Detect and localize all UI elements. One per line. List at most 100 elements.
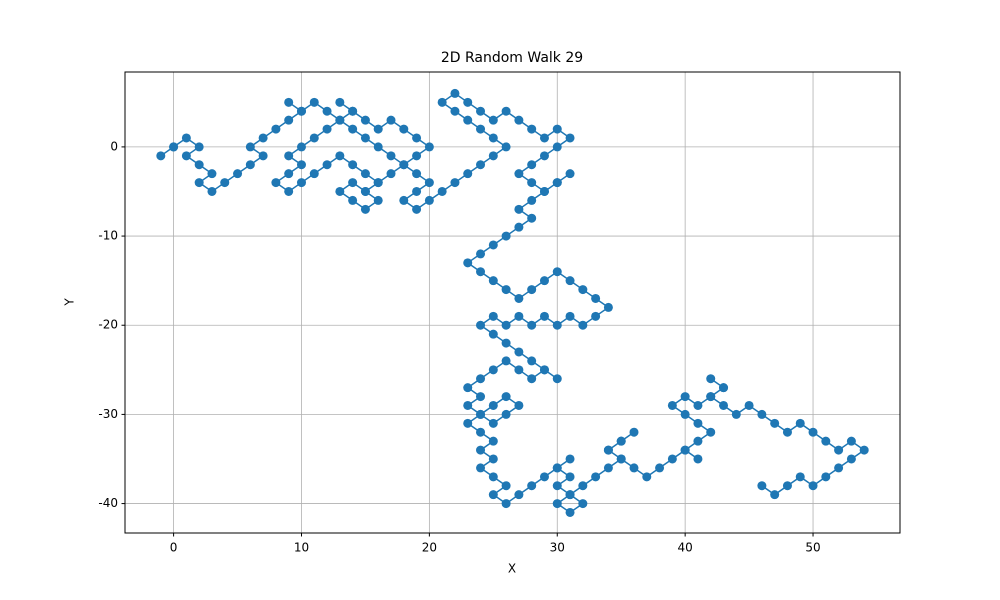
walk-point (680, 445, 690, 455)
walk-point (284, 169, 294, 179)
walk-point (552, 463, 562, 473)
walk-point (373, 195, 383, 205)
walk-point (591, 472, 601, 482)
walk-point (194, 142, 204, 152)
walk-point (501, 338, 511, 348)
walk-point (795, 472, 805, 482)
walk-point (476, 427, 486, 437)
walk-point (616, 454, 626, 464)
walk-point (527, 320, 537, 330)
walk-point (488, 311, 498, 321)
walk-point (476, 160, 486, 170)
walk-point (527, 374, 537, 384)
walk-point (527, 213, 537, 223)
walk-point (539, 276, 549, 286)
walk-point (501, 481, 511, 491)
x-tick-label: 30 (550, 541, 565, 555)
walk-point (655, 463, 665, 473)
walk-point (476, 409, 486, 419)
walk-point (706, 427, 716, 437)
walk-point (284, 97, 294, 107)
walk-point (808, 481, 818, 491)
walk-point (296, 106, 306, 116)
walk-point (565, 169, 575, 179)
walk-point (527, 285, 537, 295)
walk-point (552, 142, 562, 152)
walk-point (463, 115, 473, 125)
walk-point (539, 365, 549, 375)
walk-point (565, 311, 575, 321)
walk-point (488, 276, 498, 286)
walk-point (629, 427, 639, 437)
walk-point (501, 392, 511, 402)
walk-point (463, 169, 473, 179)
walk-point (463, 383, 473, 393)
walk-point (667, 454, 677, 464)
walk-point (757, 481, 767, 491)
walk-point (476, 267, 486, 277)
walk-point (527, 124, 537, 134)
walk-point (834, 463, 844, 473)
walk-point (808, 427, 818, 437)
walk-point (603, 445, 613, 455)
walk-point (424, 142, 434, 152)
walk-point (501, 231, 511, 241)
walk-point (731, 409, 741, 419)
y-tick-label: -20 (98, 318, 118, 332)
walk-point (386, 151, 396, 161)
walk-point (821, 472, 831, 482)
walk-point (552, 481, 562, 491)
walk-point (463, 258, 473, 268)
walk-point (501, 285, 511, 295)
walk-point (552, 267, 562, 277)
walk-point (271, 124, 281, 134)
x-tick-label: 10 (294, 541, 309, 555)
walk-point (501, 320, 511, 330)
walk-point (412, 204, 422, 214)
walk-point (539, 151, 549, 161)
walk-point (488, 365, 498, 375)
walk-point (680, 409, 690, 419)
walk-point (552, 320, 562, 330)
walk-point (834, 445, 844, 455)
walk-point (463, 400, 473, 410)
walk-point (846, 454, 856, 464)
walk-point (437, 186, 447, 196)
walk-point (782, 427, 792, 437)
walk-point (501, 106, 511, 116)
walk-point (360, 204, 370, 214)
walk-point (322, 160, 332, 170)
walk-point (309, 169, 319, 179)
walk-point (501, 142, 511, 152)
walk-point (386, 115, 396, 125)
walk-point (514, 204, 524, 214)
walk-point (309, 133, 319, 143)
walk-point (488, 454, 498, 464)
y-tick-label: -40 (98, 496, 118, 510)
walk-point (693, 436, 703, 446)
walk-point (245, 142, 255, 152)
walk-point (565, 276, 575, 286)
walk-point (488, 240, 498, 250)
walk-point (412, 169, 422, 179)
walk-point (476, 392, 486, 402)
walk-point (565, 133, 575, 143)
walk-point (782, 481, 792, 491)
y-tick-label: 0 (110, 139, 118, 153)
walk-point (603, 463, 613, 473)
walk-point (539, 472, 549, 482)
walk-point (616, 436, 626, 446)
walk-point (565, 454, 575, 464)
walk-point (373, 178, 383, 188)
walk-point (488, 490, 498, 500)
walk-point (207, 169, 217, 179)
walk-point (565, 507, 575, 517)
walk-point (399, 124, 409, 134)
x-tick-label: 0 (170, 541, 178, 555)
walk-point (514, 347, 524, 357)
walk-point (514, 311, 524, 321)
walk-point (476, 124, 486, 134)
walk-point (488, 418, 498, 428)
walk-point (629, 463, 639, 473)
walk-point (680, 392, 690, 402)
